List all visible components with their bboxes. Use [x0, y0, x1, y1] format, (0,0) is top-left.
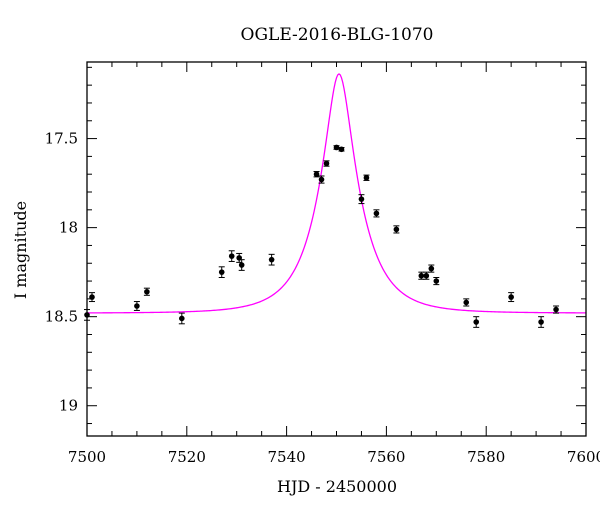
point-marker [134, 303, 140, 309]
data-point [358, 194, 365, 205]
point-marker [358, 196, 365, 202]
data-point [433, 276, 440, 286]
data-point [218, 266, 225, 278]
data-point [373, 209, 380, 218]
point-marker [363, 174, 370, 181]
y-axis-label: I magnitude [11, 201, 30, 299]
x-tick-label: 7600 [567, 448, 600, 466]
point-marker [473, 319, 480, 325]
y-tick-label: 17.5 [45, 130, 78, 148]
x-tick-label: 7580 [467, 448, 505, 466]
model-line [87, 73, 587, 314]
data-point [418, 271, 425, 280]
data-point [238, 259, 245, 271]
point-marker [508, 294, 514, 300]
chart-title: OGLE-2016-BLG-1070 [241, 25, 434, 45]
data-point [268, 253, 275, 266]
point-marker [423, 272, 430, 279]
data-point [393, 225, 400, 234]
data-point [473, 316, 480, 328]
point-marker [144, 288, 150, 295]
x-tick-label: 7500 [68, 448, 106, 466]
data-point [423, 271, 430, 280]
plot-frame [86, 61, 587, 437]
data-point [143, 287, 150, 296]
point-marker [433, 278, 440, 284]
point-marker [313, 171, 320, 177]
data-point [313, 171, 320, 178]
point-marker [228, 253, 235, 259]
data-point [428, 264, 435, 273]
y-tick-label: 19 [59, 397, 78, 415]
data-point [318, 175, 325, 184]
point-marker [268, 256, 275, 263]
point-marker [373, 210, 380, 217]
point-marker [538, 319, 544, 325]
data-point [463, 298, 470, 307]
point-marker [318, 176, 325, 183]
x-tick-label: 7540 [268, 448, 306, 466]
axis-ticks: 7500 7520 7540 7560 7580 7600 17.5 18 18.5 19 [45, 62, 600, 466]
point-marker [333, 144, 340, 151]
point-marker [418, 272, 425, 279]
point-marker [323, 160, 330, 167]
point-marker [553, 306, 559, 313]
point-marker [179, 315, 185, 322]
point-marker [393, 226, 400, 233]
data-point [333, 144, 340, 151]
data-point [88, 292, 95, 303]
data-point [133, 301, 140, 311]
data-point [538, 316, 545, 328]
x-tick-label: 7520 [168, 448, 206, 466]
point-marker [338, 146, 345, 153]
data-point [178, 312, 185, 325]
data-point [553, 305, 560, 314]
data-points [84, 144, 560, 328]
model-curve [87, 73, 587, 314]
point-marker [218, 269, 225, 275]
x-axis-label: HJD - 2450000 [277, 477, 397, 496]
data-point [323, 160, 330, 167]
data-point [228, 250, 235, 262]
x-tick-label: 7560 [367, 448, 405, 466]
point-marker [463, 299, 470, 306]
point-marker [238, 262, 245, 268]
point-marker [428, 265, 435, 272]
point-marker [89, 294, 95, 300]
y-tick-label: 18 [59, 219, 78, 237]
y-tick-label: 18.5 [45, 308, 78, 326]
data-point [363, 174, 370, 181]
data-point [338, 146, 345, 153]
data-point [508, 292, 515, 303]
